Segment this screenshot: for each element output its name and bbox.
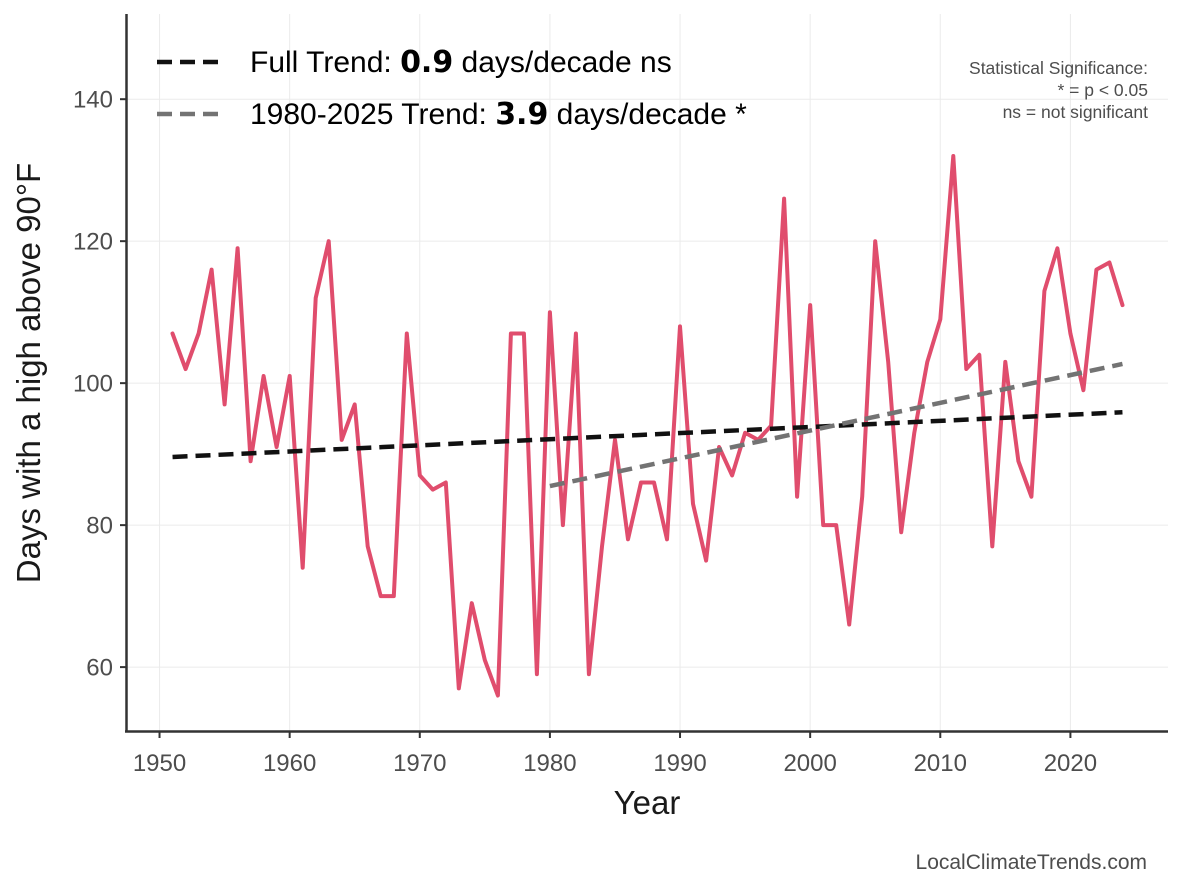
legend-entry-1980-trend: 1980-2025 Trend: 3.9 days/decade * [250, 97, 747, 132]
x-tick-label-2010: 2010 [914, 750, 967, 777]
y-axis-ticks: 60 80 100 120 140 [73, 87, 127, 682]
y-axis-title: Days with a high above 90°F [10, 163, 47, 583]
x-tick-label-1990: 1990 [653, 750, 706, 777]
series-line-0 [170, 154, 1125, 698]
significance-note-ns: ns = not significant [1003, 102, 1149, 122]
y-tick-label-60: 60 [86, 655, 113, 682]
significance-note: Statistical Significance: * = p < 0.05 n… [969, 58, 1148, 122]
x-tick-label-2000: 2000 [783, 750, 836, 777]
gridlines [127, 14, 1168, 731]
significance-note-title: Statistical Significance: [969, 58, 1148, 78]
x-tick-label-1960: 1960 [263, 750, 316, 777]
legend-entry-full-trend: Full Trend: 0.9 days/decade ns [250, 45, 672, 80]
site-credit: LocalClimateTrends.com [916, 851, 1147, 874]
trend-1980-line [549, 361, 1123, 489]
x-tick-label-1980: 1980 [523, 750, 576, 777]
significance-note-star: * = p < 0.05 [1058, 80, 1149, 100]
x-axis-title: Year [614, 784, 681, 821]
y-tick-label-120: 120 [73, 229, 113, 256]
series-layer [170, 154, 1125, 698]
x-axis-ticks: 1950 1960 1970 1980 1990 2000 2010 2020 [133, 731, 1097, 777]
y-tick-label-100: 100 [73, 371, 113, 398]
legend: Full Trend: 0.9 days/decade ns 1980-2025… [157, 45, 747, 132]
y-tick-label-140: 140 [73, 87, 113, 114]
x-tick-label-1970: 1970 [393, 750, 446, 777]
trend-layer [172, 361, 1123, 489]
x-tick-label-2020: 2020 [1044, 750, 1097, 777]
y-tick-label-80: 80 [86, 513, 113, 540]
full-trend-line [172, 410, 1123, 460]
x-tick-label-1950: 1950 [133, 750, 186, 777]
